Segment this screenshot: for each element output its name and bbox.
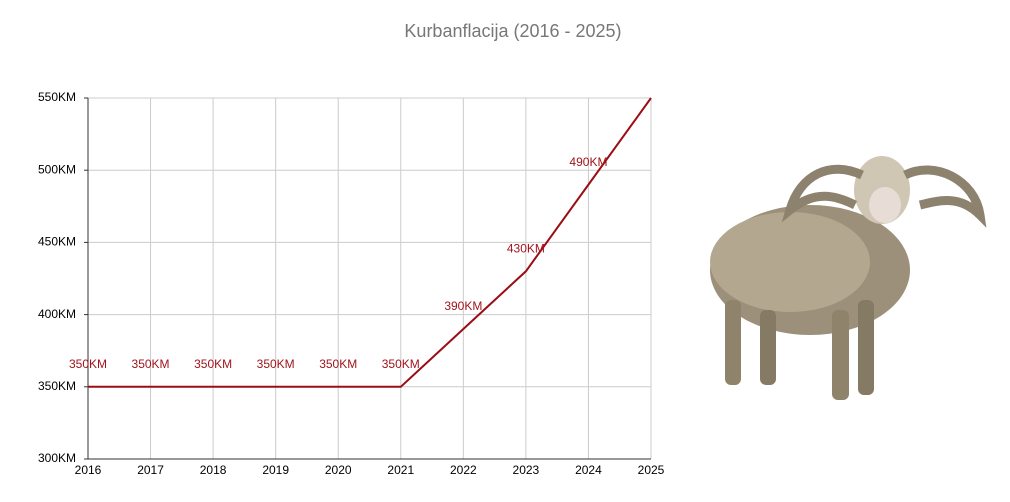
x-tick-label: 2017 [137,463,164,477]
y-tick-label: 400KM [38,307,76,321]
x-tick-label: 2018 [200,463,227,477]
x-tick-label: 2025 [638,463,665,477]
data-label: 350KM [132,357,170,371]
x-tick-label: 2020 [325,463,352,477]
y-tick-label: 350KM [38,379,76,393]
sheep-image [710,156,987,400]
x-tick-label: 2022 [450,463,477,477]
data-label: 350KM [257,357,295,371]
y-tick-label: 450KM [38,235,76,249]
line [88,97,652,388]
y-tick-label: 300KM [38,451,76,465]
x-tick-label: 2024 [575,463,602,477]
data-label: 490KM [569,155,607,169]
x-tick-label: 2021 [387,463,414,477]
data-label: 350KM [319,357,357,371]
data-label: 390KM [444,299,482,313]
x-tick-label: 2019 [262,463,289,477]
data-label: 350KM [194,357,232,371]
x-tick-label: 2023 [513,463,540,477]
chart-title: Kurbanflacija (2016 - 2025) [404,21,621,41]
x-tick-label: 2016 [75,463,102,477]
y-tick-label: 550KM [38,90,76,104]
data-label: 350KM [382,357,420,371]
y-tick-label: 500KM [38,162,76,176]
data-label: 430KM [507,241,545,255]
data-label: 350KM [69,357,107,371]
